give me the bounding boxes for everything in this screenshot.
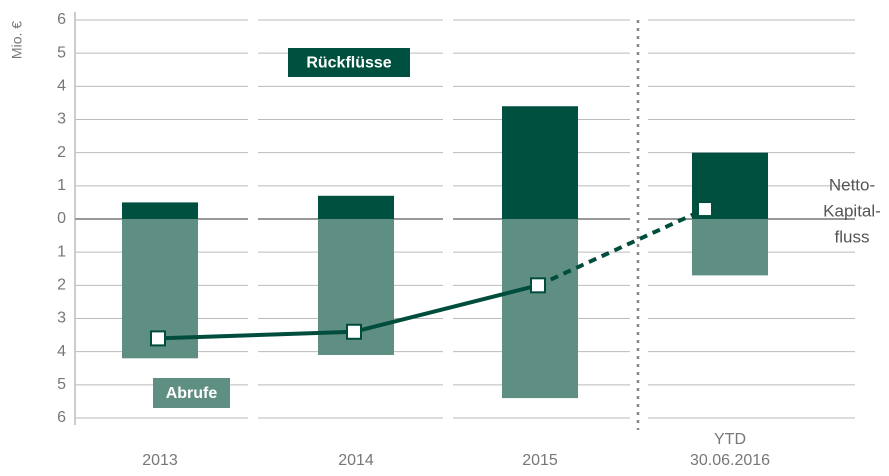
y-tick-label: 2	[57, 277, 66, 294]
y-tick-label: 6	[57, 409, 66, 426]
x-tick-label: 2013	[142, 452, 178, 469]
y-tick-label: 5	[57, 44, 66, 61]
y-tick-label: 1	[57, 243, 66, 260]
legend-label: Rückflüsse	[306, 55, 391, 72]
y-axis-label: Mio. €	[9, 21, 25, 59]
net-marker	[530, 277, 546, 294]
line-label: Netto-	[829, 175, 875, 194]
y-tick-label: 4	[57, 343, 66, 360]
y-tick-label: 5	[57, 376, 66, 393]
net-marker	[697, 201, 713, 218]
bar	[692, 219, 768, 276]
y-tick-label: 2	[57, 144, 66, 161]
bar	[318, 195, 394, 219]
bar	[502, 219, 578, 399]
x-tick-label: 2014	[338, 452, 374, 469]
x-tick-label: YTD 30.06.2016	[690, 431, 770, 469]
line-label: Kapital-	[823, 201, 881, 220]
line-label: fluss	[835, 227, 870, 246]
y-tick-label: 0	[57, 210, 66, 227]
bar	[502, 106, 578, 219]
y-tick-label: 4	[57, 78, 66, 95]
legend-label: Abrufe	[166, 385, 218, 402]
y-tick-label: 6	[57, 11, 66, 28]
legend-box	[153, 378, 230, 408]
y-tick-label: 1	[57, 177, 66, 194]
net-marker	[346, 323, 362, 340]
net-line-projected	[537, 207, 706, 288]
x-tick-label: 2015	[522, 452, 558, 469]
y-tick-label: 3	[57, 310, 66, 327]
y-tick-label: 3	[57, 111, 66, 128]
net-marker	[150, 330, 166, 347]
legend-box	[288, 48, 410, 77]
bar	[122, 202, 198, 219]
